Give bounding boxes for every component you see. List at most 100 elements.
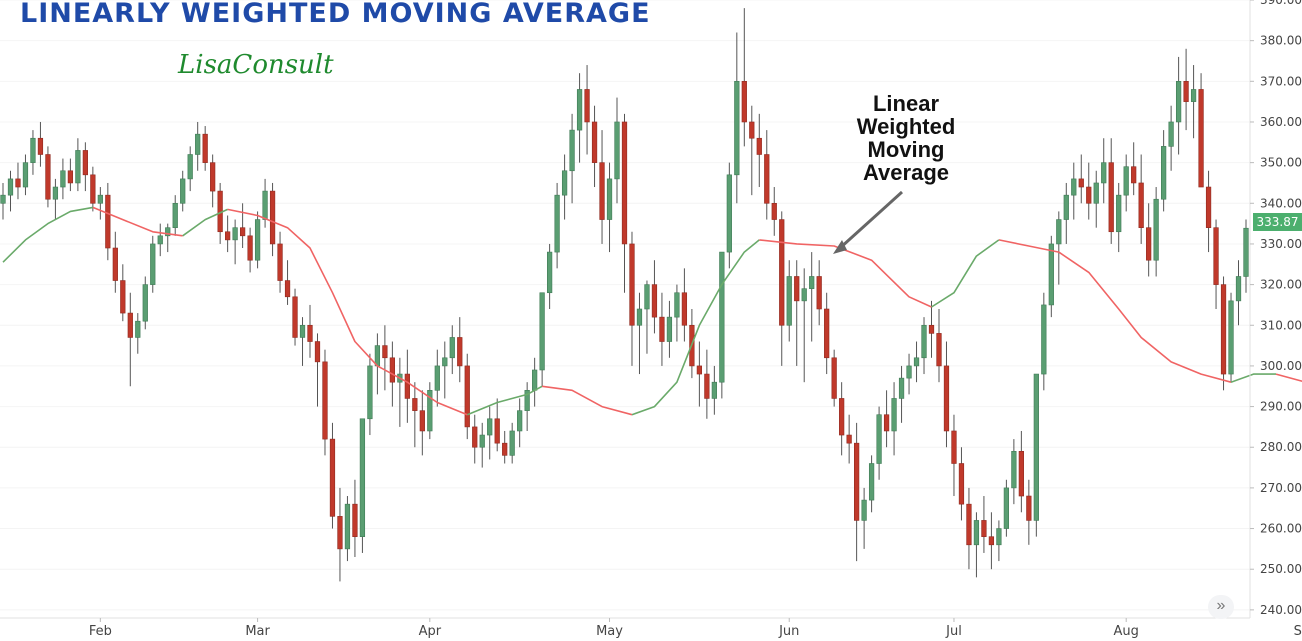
candle-down [239, 227, 246, 237]
x-tick-label: Jun [778, 624, 799, 639]
candle-up [1161, 146, 1167, 200]
candle-down [404, 373, 410, 399]
candle-down [472, 426, 478, 448]
candle-down [494, 418, 500, 444]
candle-up [1175, 81, 1182, 123]
candle-up [973, 520, 980, 546]
candle-up [861, 499, 867, 521]
candle-up [891, 398, 897, 432]
candle-down [741, 81, 747, 123]
candle-up [60, 170, 66, 188]
candles [0, 8, 1249, 582]
candle-up [996, 528, 1002, 546]
candle-down [284, 280, 291, 298]
y-tick-label: 350.00 [1260, 156, 1302, 170]
grid [0, 0, 1250, 611]
candle-up [719, 251, 725, 383]
candle-down [112, 247, 118, 281]
candle-down [419, 410, 425, 432]
candle-up [1243, 227, 1249, 277]
candle-down [82, 150, 88, 176]
candle-up [532, 369, 538, 391]
candle-up [876, 414, 882, 464]
candle-up [367, 365, 373, 420]
candle-down [307, 324, 313, 342]
last-price-badge: 333.87 [1253, 213, 1302, 231]
candle-down [15, 178, 21, 188]
candle-up [180, 178, 186, 204]
y-tick-label: 260.00 [1260, 522, 1302, 536]
candle-up [913, 357, 920, 367]
lwma-segment-falling [998, 239, 1232, 383]
candle-down [1198, 89, 1204, 188]
y-tick-label: 370.00 [1260, 74, 1302, 88]
candle-down [464, 365, 470, 428]
candle-down [779, 219, 785, 326]
y-tick-label: 250.00 [1260, 562, 1302, 576]
candle-down [764, 154, 770, 204]
x-axis: FebMarAprMayJunJulAugSepOctNovDec [0, 617, 1302, 639]
candle-down [1018, 451, 1024, 497]
y-tick-label: 240.00 [1260, 603, 1302, 617]
candle-up [135, 320, 141, 338]
candle-down [831, 357, 837, 399]
y-tick-label: 310.00 [1260, 318, 1302, 332]
candle-up [52, 186, 59, 200]
candle-down [943, 365, 950, 432]
candle-up [636, 308, 643, 326]
candle-down [1220, 284, 1227, 375]
candle-down [1086, 186, 1092, 204]
candle-up [254, 219, 261, 261]
candle-down [314, 341, 321, 363]
x-tick-label: Aug [1113, 624, 1138, 639]
candle-down [591, 121, 598, 163]
y-tick-label: 300.00 [1260, 359, 1302, 373]
candle-down [120, 280, 126, 314]
candle-down [1131, 166, 1137, 184]
x-tick-label: Jul [945, 624, 962, 639]
candle-up [1063, 194, 1069, 220]
candle-down [45, 154, 51, 200]
candle-up [1071, 178, 1077, 196]
candle-down [225, 231, 231, 241]
candle-up [187, 154, 193, 180]
candle-up [434, 365, 440, 391]
lwma-segment-rising [2, 206, 94, 263]
candle-down [37, 137, 44, 155]
candle-down [1026, 495, 1032, 521]
y-tick-label: 320.00 [1260, 278, 1302, 292]
candle-down [105, 194, 111, 249]
double-chevron-right-icon[interactable]: » [1208, 595, 1234, 619]
candle-up [157, 235, 163, 245]
x-tick-label: May [596, 624, 623, 639]
candle-down [951, 430, 957, 464]
candle-down [854, 442, 860, 521]
annotation-label: Linear Weighted Moving Average [835, 92, 977, 184]
candle-down [337, 516, 343, 550]
candle-down [771, 202, 777, 220]
candle-up [539, 292, 545, 371]
candle-down [629, 243, 635, 326]
candle-down [1146, 227, 1152, 261]
x-tick-label: Feb [89, 624, 112, 639]
candle-up [344, 503, 351, 550]
candle-down [704, 373, 710, 399]
candle-up [644, 284, 650, 310]
candle-up [1235, 276, 1242, 302]
candle-up [786, 276, 792, 326]
candle-down [621, 121, 628, 245]
lwma-segment-falling [541, 385, 633, 416]
candle-up [487, 418, 493, 436]
candle-up [546, 251, 553, 294]
lwma-segment-rising [631, 239, 760, 416]
candle-up [606, 178, 613, 220]
candle-down [1213, 227, 1219, 285]
candle-up [674, 292, 680, 318]
candle-up [1153, 198, 1159, 261]
candle-down [696, 365, 703, 375]
candle-up [165, 227, 171, 237]
candle-up [262, 190, 268, 220]
chart-title: Linearly Weighted Moving Average [20, 0, 651, 29]
candle-down [988, 536, 995, 546]
